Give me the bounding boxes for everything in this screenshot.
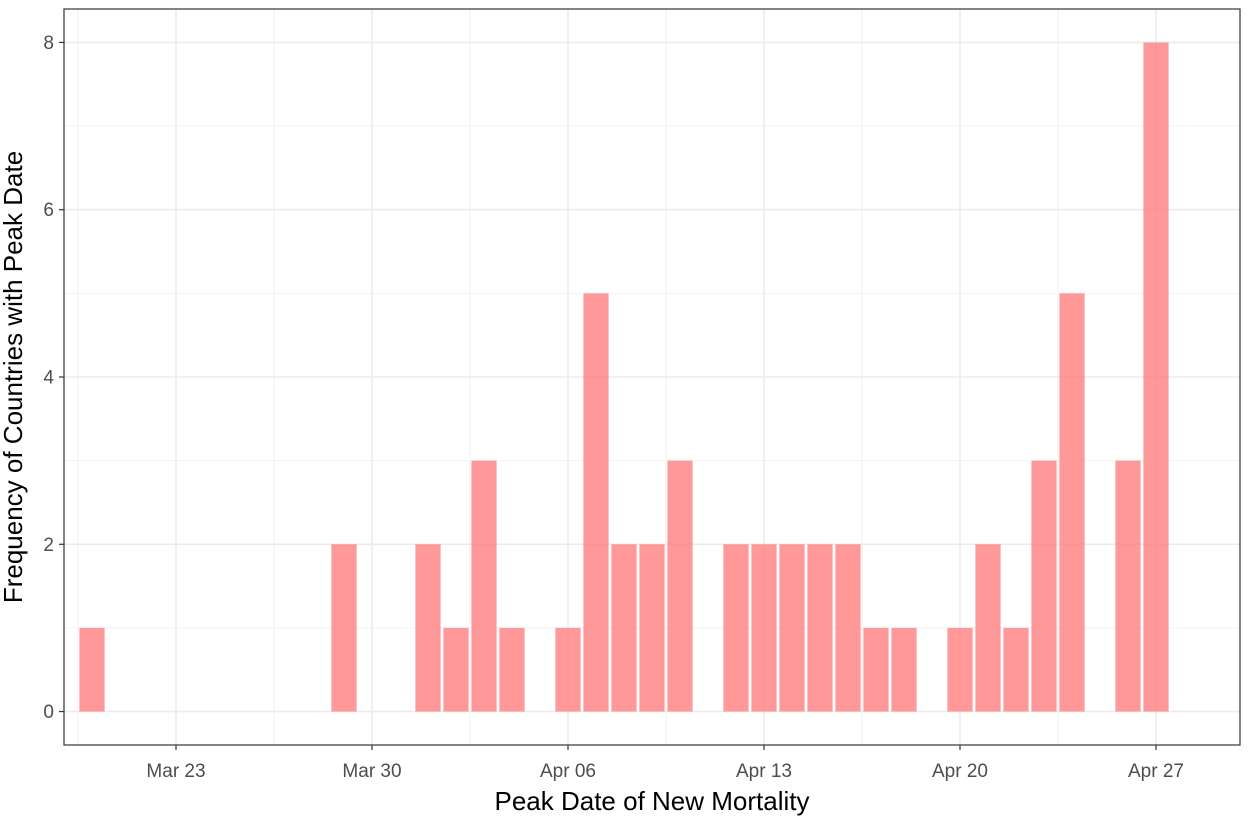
y-axis-title: Frequency of Countries with Peak Date (0, 151, 28, 603)
y-tick-label: 4 (43, 368, 54, 389)
bars (79, 42, 1169, 712)
bar (1115, 460, 1141, 712)
x-axis: Mar 23 Mar 30 Apr 06 Apr 13 Apr 20 Apr 27 (146, 745, 1184, 782)
bar (1031, 460, 1057, 712)
bar (1003, 627, 1029, 712)
y-axis: 0 2 4 6 8 (43, 33, 64, 723)
y-tick-label: 0 (43, 702, 54, 723)
bar (863, 627, 889, 712)
bar (443, 627, 469, 712)
bar (555, 627, 581, 712)
bar (499, 627, 525, 712)
bar (723, 544, 749, 712)
bar (1059, 293, 1085, 712)
bar (947, 627, 973, 712)
bar (639, 544, 665, 712)
y-tick-label: 6 (43, 200, 54, 221)
major-gridlines (64, 9, 1240, 745)
bar (1143, 42, 1169, 712)
bar (975, 544, 1001, 712)
bar (583, 293, 609, 712)
x-tick-label: Apr 13 (736, 761, 792, 782)
bar (835, 544, 861, 712)
y-tick-label: 8 (43, 33, 54, 54)
bar (667, 460, 693, 712)
x-tick-label: Apr 27 (1128, 761, 1184, 782)
bar (331, 544, 357, 712)
x-tick-label: Apr 20 (932, 761, 988, 782)
bar (415, 544, 441, 712)
x-tick-label: Apr 06 (540, 761, 596, 782)
bar (807, 544, 833, 712)
bar (471, 460, 497, 712)
bar (751, 544, 777, 712)
bar (79, 627, 105, 712)
bar (891, 627, 917, 712)
bar (779, 544, 805, 712)
y-tick-label: 2 (43, 535, 54, 556)
x-tick-label: Mar 23 (146, 761, 205, 782)
bar (611, 544, 637, 712)
x-axis-title: Peak Date of New Mortality (494, 786, 809, 816)
x-tick-label: Mar 30 (342, 761, 401, 782)
